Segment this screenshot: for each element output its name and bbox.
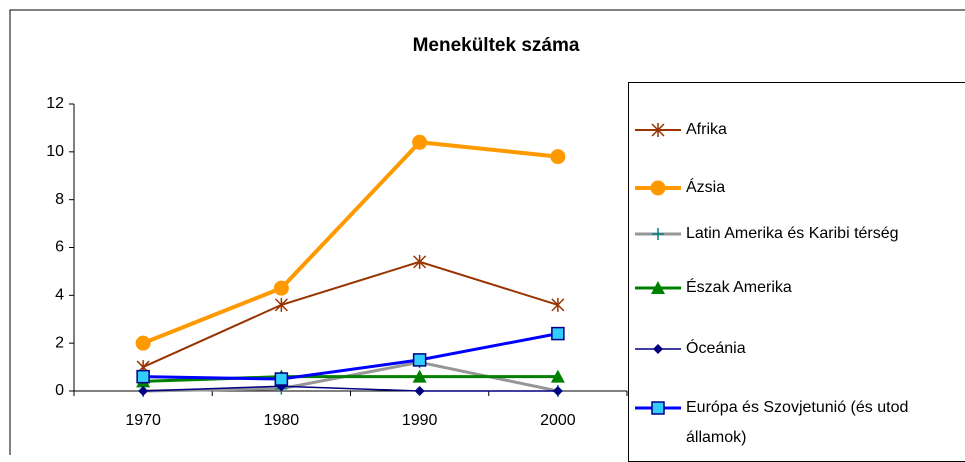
marker [650, 180, 666, 196]
marker [653, 344, 663, 354]
legend-label: Európa és Szovjetunió (és utod államok) [686, 399, 909, 446]
marker [412, 353, 427, 367]
series-line [142, 140, 559, 346]
series-line [142, 260, 559, 368]
y-tick-label: 2 [55, 334, 64, 351]
marker [652, 228, 664, 240]
series-line [143, 385, 558, 392]
y-tick-label: 8 [55, 191, 64, 208]
legend-label: Afrika [686, 121, 727, 138]
marker [414, 386, 425, 396]
legend-swatch [635, 281, 681, 294]
marker [413, 254, 427, 269]
marker [274, 297, 288, 312]
x-tick-label: 2000 [540, 412, 576, 429]
chart-title: Menekültek száma [413, 35, 580, 56]
x-tick-label: 1990 [402, 412, 438, 429]
legend-swatch [635, 344, 681, 354]
marker [138, 386, 149, 396]
plot-area: 0 2 4 6 8 10 12 1970 1980 1990 2000 [46, 95, 628, 429]
series-line [143, 332, 559, 381]
marker [651, 401, 665, 415]
legend-label: Észak Amerika [686, 279, 792, 296]
marker [651, 123, 665, 137]
legend-label: Latin Amerika és Karibi térség [686, 225, 899, 242]
legend-label: Ázsia [686, 179, 726, 196]
x-tick-label: 1980 [264, 412, 300, 429]
marker [550, 149, 566, 165]
legend-label: Óceánia [686, 340, 746, 357]
legend: Afrika Ázsia Latin Amerika és Karibi térsé… [628, 82, 965, 462]
legend-swatch [635, 401, 681, 415]
marker [412, 369, 427, 383]
marker [651, 281, 665, 294]
marker [551, 326, 565, 341]
y-tick-label: 6 [55, 239, 64, 256]
marker [551, 297, 565, 312]
marker [273, 280, 289, 296]
legend-swatch [635, 180, 681, 196]
y-tick-label: 12 [46, 95, 64, 112]
legend-swatch [635, 228, 681, 240]
legend-swatch [635, 123, 681, 137]
marker [550, 369, 565, 383]
y-tick-label: 0 [55, 382, 64, 399]
marker [136, 369, 150, 384]
marker [552, 386, 563, 396]
y-tick-label: 10 [46, 143, 64, 160]
marker [412, 134, 428, 150]
marker [135, 335, 151, 351]
y-tick-label: 4 [55, 287, 64, 304]
marker [274, 372, 289, 386]
x-tick-label: 1970 [125, 412, 161, 429]
